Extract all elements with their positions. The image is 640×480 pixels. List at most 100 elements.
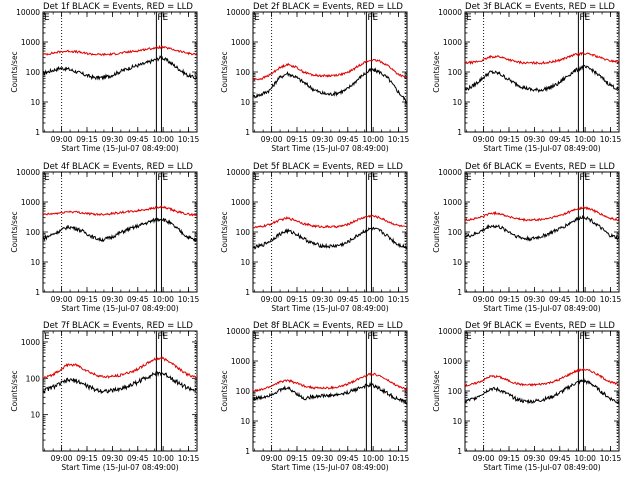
y-tick-label: 10000: [16, 168, 40, 177]
x-axis-label: Start Time (15-Jul-07 08:49:00): [483, 304, 600, 313]
marker-label: E: [584, 332, 590, 342]
x-tick-label: 10:15: [388, 135, 410, 144]
x-tick-label: 09:00: [261, 295, 283, 304]
marker-label: F: [579, 13, 584, 23]
y-tick-label: 10: [30, 258, 40, 267]
y-tick-label: 1000: [231, 357, 250, 366]
y-tick-label: 10: [240, 98, 250, 107]
x-tick-label: 09:15: [498, 135, 520, 144]
y-tick-label: 10: [452, 417, 462, 426]
y-tick-label: 1000: [21, 38, 40, 47]
series-line-events: [253, 381, 407, 405]
series-line-events: [253, 226, 407, 251]
series-line-events: [43, 55, 197, 81]
x-tick-label: 10:15: [600, 295, 622, 304]
x-tick-label: 09:30: [524, 135, 546, 144]
x-tick-label: 10:15: [178, 135, 200, 144]
x-tick-label: 10:00: [152, 454, 174, 463]
x-tick-label: 09:15: [498, 454, 520, 463]
marker-label: E: [44, 173, 50, 183]
marker-label: E: [254, 13, 260, 23]
panel-det-5f: Det 5f BLACK = Events, RED = LLD 1 10 100 10…: [220, 162, 410, 313]
y-tick-label: 1: [457, 128, 462, 137]
x-tick-label: 09:00: [261, 454, 283, 463]
y-tick-label: 1000: [443, 38, 462, 47]
y-tick-label: 10000: [438, 327, 462, 336]
x-tick-label: 09:30: [312, 295, 334, 304]
x-tick-label: 09:45: [337, 135, 359, 144]
y-axis-label: Counts/sec: [220, 211, 229, 252]
x-tick-label: 09:45: [127, 135, 149, 144]
x-tick-label: 10:15: [388, 295, 410, 304]
plot-frame: [42, 330, 198, 452]
x-tick-label: 09:15: [286, 454, 308, 463]
x-axis-label: Start Time (15-Jul-07 08:49:00): [61, 144, 178, 153]
x-tick-label: 09:30: [312, 135, 334, 144]
plot-frame: [464, 171, 620, 293]
x-tick-label: 10:00: [362, 295, 384, 304]
y-tick-label: 100: [26, 228, 41, 237]
y-tick-label: 100: [236, 387, 251, 396]
y-tick-label: 1000: [21, 338, 40, 347]
panel-title: Det 1f BLACK = Events, RED = LLD: [43, 2, 193, 12]
marker-label: F: [157, 332, 162, 342]
panel-title: Det 7f BLACK = Events, RED = LLD: [43, 321, 193, 331]
y-axis-label: Counts/sec: [220, 370, 229, 411]
marker-label: E: [372, 332, 378, 342]
x-tick-label: 09:00: [473, 295, 495, 304]
panel-det-9f: Det 9f BLACK = Events, RED = LLD 1 10 100 10…: [432, 321, 622, 472]
x-tick-label: 10:00: [362, 135, 384, 144]
y-tick-label: 1000: [21, 198, 40, 207]
x-tick-label: 09:15: [498, 295, 520, 304]
series-line-lld: [43, 205, 197, 217]
panel-det-4f: Det 4f BLACK = Events, RED = LLD 1 10 100 10…: [10, 162, 200, 313]
y-tick-label: 100: [448, 387, 463, 396]
marker-label: E: [584, 173, 590, 183]
panel-title: Det 5f BLACK = Events, RED = LLD: [253, 162, 403, 172]
panel-title: Det 9f BLACK = Events, RED = LLD: [465, 321, 615, 331]
x-tick-label: 09:30: [524, 295, 546, 304]
y-tick-label: 1000: [231, 38, 250, 47]
x-tick-label: 10:00: [574, 295, 596, 304]
panel-det-8f: Det 8f BLACK = Events, RED = LLD 1 10 100 10…: [220, 321, 410, 472]
y-axis-label: Counts/sec: [432, 51, 441, 92]
y-axis-label: Counts/sec: [10, 370, 19, 411]
y-tick-label: 100: [26, 68, 41, 77]
panel-title: Det 3f BLACK = Events, RED = LLD: [465, 2, 615, 12]
series-line-lld: [465, 51, 619, 65]
series-line-lld: [43, 356, 197, 380]
marker-label: E: [584, 13, 590, 23]
y-tick-label: 100: [236, 68, 251, 77]
y-axis-label: Counts/sec: [220, 51, 229, 92]
x-tick-label: 10:15: [178, 454, 200, 463]
x-tick-label: 10:15: [178, 295, 200, 304]
x-tick-label: 09:15: [76, 295, 98, 304]
series-line-events: [43, 217, 197, 243]
x-axis-label: Start Time (15-Jul-07 08:49:00): [271, 463, 388, 472]
x-tick-label: 09:15: [286, 135, 308, 144]
y-tick-label: 100: [448, 228, 463, 237]
x-tick-label: 10:15: [600, 454, 622, 463]
y-tick-label: 1000: [231, 198, 250, 207]
marker-label: F: [367, 13, 372, 23]
y-tick-label: 10: [452, 98, 462, 107]
x-tick-label: 09:15: [76, 135, 98, 144]
panel-title: Det 6f BLACK = Events, RED = LLD: [465, 162, 615, 172]
panel-det-7f: Det 7f BLACK = Events, RED = LLD 10 100 100…: [10, 321, 200, 472]
marker-label: E: [162, 332, 168, 342]
marker-label: E: [466, 173, 472, 183]
y-tick-label: 10000: [226, 8, 250, 17]
x-tick-label: 09:45: [337, 295, 359, 304]
series-line-events: [43, 370, 197, 395]
plot-frame: [252, 171, 408, 293]
marker-label: E: [466, 13, 472, 23]
x-tick-label: 09:30: [102, 135, 124, 144]
y-tick-label: 10000: [438, 168, 462, 177]
x-tick-label: 09:45: [337, 454, 359, 463]
x-tick-label: 09:45: [127, 454, 149, 463]
y-axis-label: Counts/sec: [432, 211, 441, 252]
x-axis-label: Start Time (15-Jul-07 08:49:00): [61, 463, 178, 472]
panel-title: Det 4f BLACK = Events, RED = LLD: [43, 162, 193, 172]
y-tick-label: 1: [457, 288, 462, 297]
x-tick-label: 09:00: [51, 454, 73, 463]
